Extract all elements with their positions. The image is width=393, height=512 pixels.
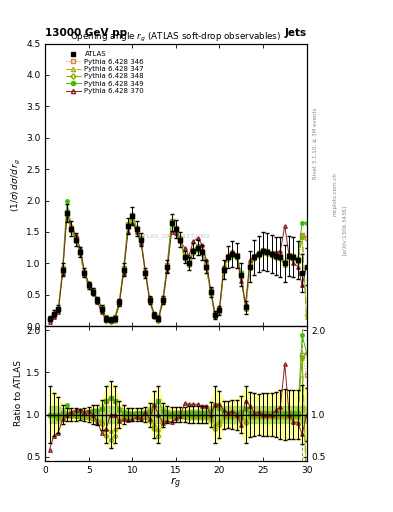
- Y-axis label: $(1/\sigma)\,d\sigma/d\,r_g$: $(1/\sigma)\,d\sigma/d\,r_g$: [10, 158, 23, 212]
- Text: mcplots.cern.ch: mcplots.cern.ch: [332, 173, 337, 217]
- Text: 13000 GeV pp: 13000 GeV pp: [45, 28, 127, 38]
- X-axis label: $r_g$: $r_g$: [170, 476, 182, 492]
- Title: Opening angle $r_g$ (ATLAS soft-drop observables): Opening angle $r_g$ (ATLAS soft-drop obs…: [70, 30, 281, 44]
- Text: Jets: Jets: [285, 28, 307, 38]
- Text: ATLAS_2019_I1772062: ATLAS_2019_I1772062: [140, 233, 211, 239]
- Y-axis label: Ratio to ATLAS: Ratio to ATLAS: [14, 360, 23, 426]
- Text: [arXiv:1306.3436]: [arXiv:1306.3436]: [342, 205, 347, 255]
- Legend: ATLAS, Pythia 6.428 346, Pythia 6.428 347, Pythia 6.428 348, Pythia 6.428 349, P: ATLAS, Pythia 6.428 346, Pythia 6.428 34…: [64, 50, 146, 96]
- Text: Rivet 3.1.10, ≥ 3M events: Rivet 3.1.10, ≥ 3M events: [312, 108, 318, 179]
